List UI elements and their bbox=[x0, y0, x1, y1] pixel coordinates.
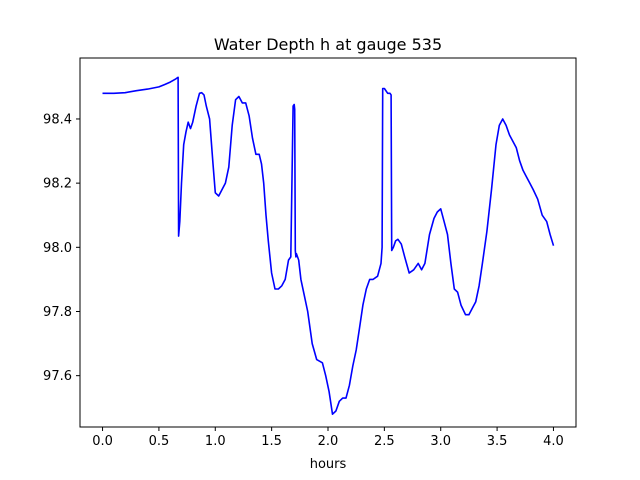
y-tick-label: 98.2 bbox=[43, 177, 72, 192]
x-tick-label: 3.5 bbox=[487, 434, 508, 449]
x-tick-label: 2.5 bbox=[374, 434, 395, 449]
x-tick-label: 0.5 bbox=[149, 434, 170, 449]
x-tick-label: 4.0 bbox=[543, 434, 564, 449]
plot-area bbox=[102, 76, 555, 416]
plot-frame bbox=[79, 57, 577, 428]
y-axis: 97.6 97.8 98.0 98.2 98.4 bbox=[43, 112, 80, 384]
y-tick-label: 97.6 bbox=[43, 369, 72, 384]
x-tick-label: 3.0 bbox=[430, 434, 451, 449]
y-tick-label: 98.0 bbox=[43, 241, 72, 256]
x-tick-label: 1.5 bbox=[261, 434, 282, 449]
x-axis-label: hours bbox=[310, 457, 347, 472]
x-tick-label: 1.0 bbox=[205, 434, 226, 449]
y-tick-label: 97.8 bbox=[43, 305, 72, 320]
x-tick-label: 2.0 bbox=[318, 434, 339, 449]
x-tick-label: 0.0 bbox=[92, 434, 113, 449]
chart-title: Water Depth h at gauge 535 bbox=[214, 35, 442, 54]
x-axis: 0.0 0.5 1.0 1.5 2.0 2.5 3.0 3.5 4.0 bbox=[92, 427, 564, 449]
y-tick-label: 98.4 bbox=[43, 112, 72, 127]
series-line-0 bbox=[102, 76, 555, 416]
